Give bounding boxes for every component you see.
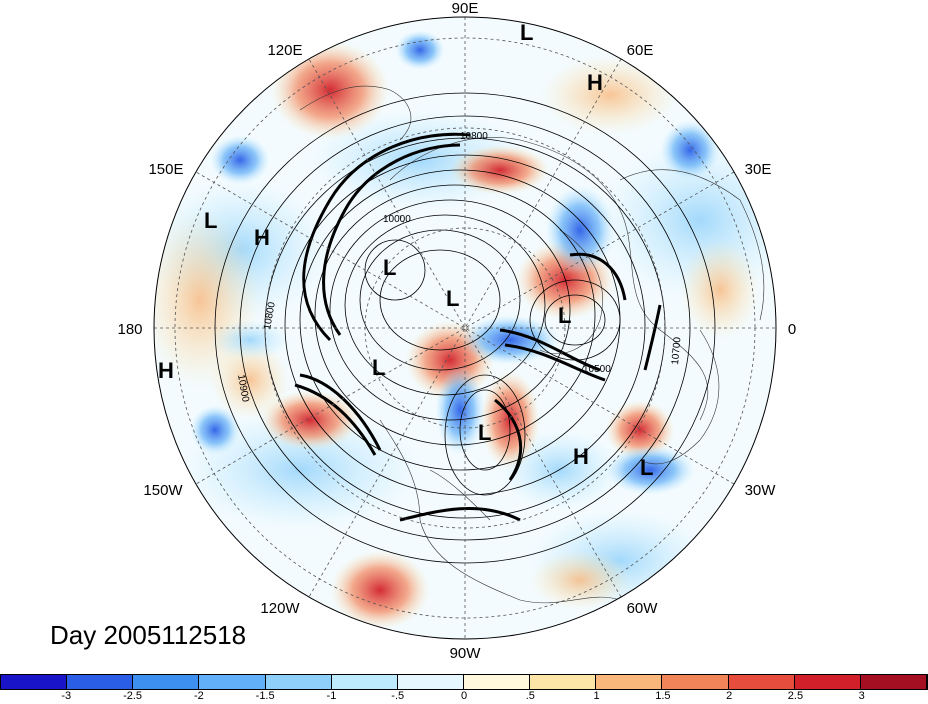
colorbar-swatch	[67, 675, 134, 689]
contour-label: 10700	[670, 336, 683, 365]
colorbar-swatch	[199, 675, 266, 689]
low-pressure-label: L	[204, 208, 217, 233]
map-boundary	[153, 16, 777, 640]
contour-label: 10800	[460, 131, 488, 142]
contour-label: 10800	[262, 301, 278, 331]
graticule	[154, 17, 776, 639]
colorbar-tick-label: -3	[61, 690, 72, 702]
colorbar-tick-label: 1	[593, 690, 600, 702]
high-pressure-label: H	[573, 444, 589, 469]
low-pressure-label: L	[520, 20, 533, 45]
longitude-label: 180	[117, 321, 142, 338]
colorbar-swatch	[530, 675, 597, 689]
colorbar-swatch	[728, 675, 795, 689]
colorbar-tick-label: -2	[193, 690, 204, 702]
colorbar-swatch	[331, 675, 398, 689]
low-pressure-label: L	[558, 303, 571, 328]
contour-label: 10900	[235, 374, 251, 404]
colorbar-tick-label: 2.5	[787, 690, 804, 702]
longitude-label: 60W	[627, 600, 659, 617]
longitude-label: 90E	[452, 0, 479, 17]
jet-stream-contours	[294, 132, 662, 522]
longitude-label: 30W	[745, 482, 777, 499]
longitude-label: 150W	[143, 482, 183, 499]
colorbar-tick-label: -.5	[391, 690, 405, 702]
longitude-label: 150E	[148, 161, 183, 178]
colorbar-swatch	[860, 675, 927, 689]
colorbar-swatch	[463, 675, 531, 689]
map-title: Day 2005112518	[50, 620, 247, 650]
low-pressure-label: L	[446, 286, 459, 311]
colorbar-tick-label: -2.5	[123, 690, 143, 702]
colorbar-swatch	[794, 675, 861, 689]
low-pressure-label: L	[478, 420, 491, 445]
contour-label: 10000	[383, 214, 411, 225]
low-pressure-label: L	[372, 355, 385, 380]
longitude-label: 120W	[260, 600, 300, 617]
low-pressure-label: L	[383, 255, 396, 280]
colorbar-swatch	[265, 675, 332, 689]
colorbar-swatch	[596, 675, 663, 689]
contour-label: 10500	[583, 364, 611, 375]
colorbar-tick-label: 0	[460, 690, 468, 702]
colorbar-swatch	[662, 675, 729, 689]
colorbar-swatch	[1, 675, 68, 689]
low-pressure-label: L	[640, 455, 653, 480]
high-pressure-label: H	[587, 70, 603, 95]
longitude-label: 30E	[745, 161, 772, 178]
colorbar-swatch	[397, 675, 464, 689]
colorbar-tick-label: -1.5	[255, 690, 275, 702]
colorbar-tick-label: 3	[858, 690, 865, 702]
longitude-label: 90W	[450, 645, 482, 662]
colorbar-tick-label: 1.5	[655, 690, 671, 702]
high-pressure-label: H	[254, 225, 270, 250]
longitude-label: 0	[788, 321, 796, 338]
colorbar-swatch	[133, 675, 200, 689]
high-pressure-label: H	[158, 358, 174, 383]
colorbar-tick-label: .5	[525, 690, 535, 702]
colorbar-tick-label: -1	[326, 690, 337, 702]
longitude-label: 60E	[627, 42, 654, 59]
colorbar-tick-label: 2	[726, 690, 733, 702]
colorbar	[0, 674, 928, 690]
colorbar-tick-labels: -3 -2.5 -2 -1.5 -1 -.5 0 .5 1 1.5 2 2.5 3	[0, 690, 928, 704]
anomaly-field	[154, 17, 776, 639]
longitude-label: 120E	[267, 42, 302, 59]
